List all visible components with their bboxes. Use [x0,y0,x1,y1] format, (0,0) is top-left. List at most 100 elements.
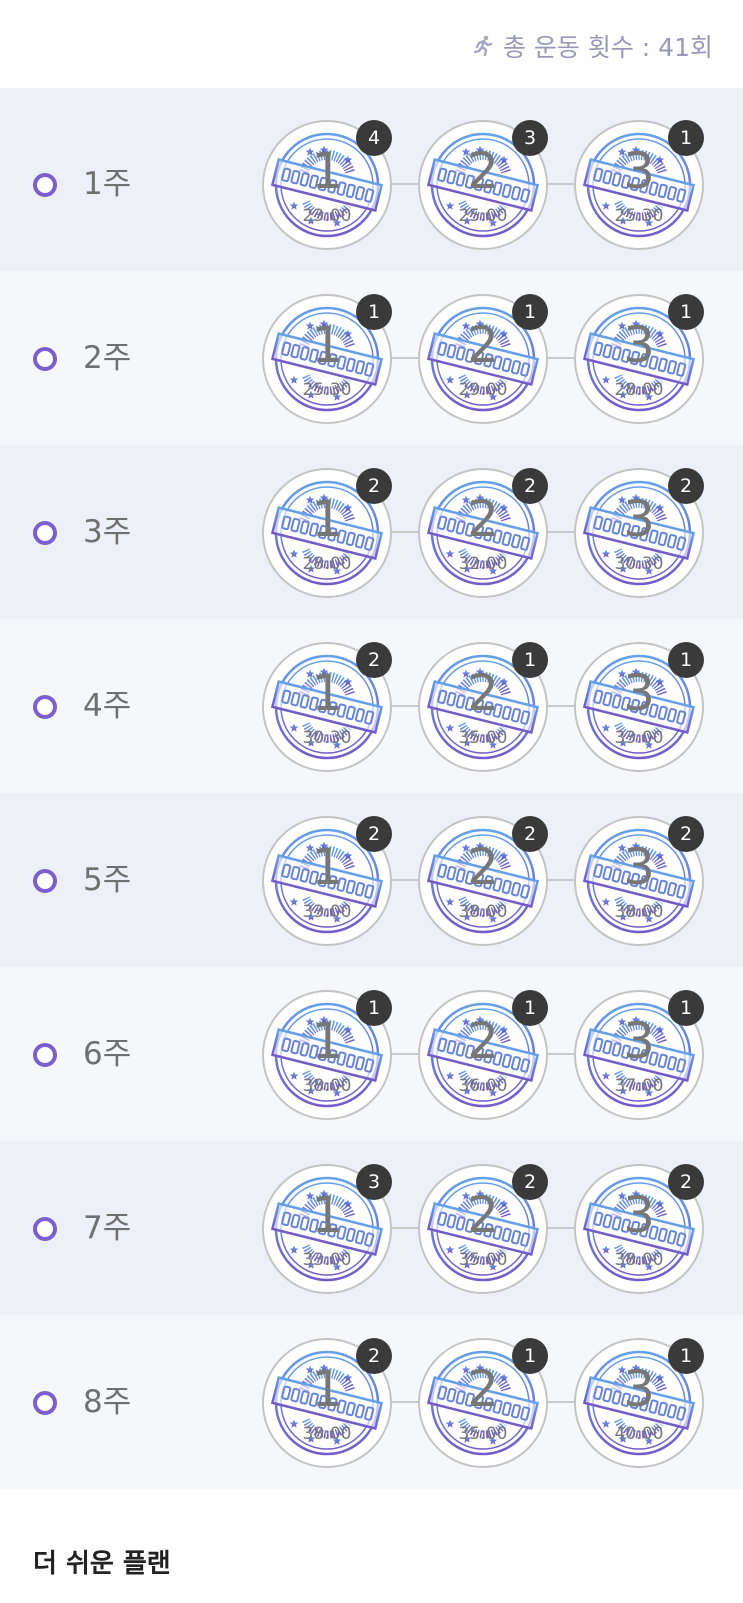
session-stamp-1[interactable]: 1 38:00 1 [262,990,392,1120]
session-time: 38:00 [302,1424,352,1444]
session-stamp-1[interactable]: 1 25:30 1 [262,294,392,424]
completion-stamp-icon [582,1350,696,1456]
session-stamps: 1 33:00 3 2 35:00 2 3 38:00 2 [262,1164,712,1294]
session-stamp-3[interactable]: 3 38:00 2 [574,816,704,946]
session-number: 2 [467,1186,499,1244]
session-time: 38:00 [302,1076,352,1096]
session-time: 25:00 [458,206,508,226]
count-badge: 2 [668,816,704,852]
week-row: 5주 1 33:00 2 2 38:00 2 3 38:00 2 [0,793,743,967]
session-stamp-1[interactable]: 1 23:00 4 [262,120,392,250]
session-stamp-2[interactable]: 2 36:00 1 [418,990,548,1120]
week-row: 6주 1 38:00 1 2 36:00 1 3 37:00 1 [0,967,743,1141]
completion-stamp-icon [270,480,384,586]
timeline-dot [33,347,57,371]
session-number: 2 [467,838,499,896]
session-stamp-3[interactable]: 3 37:00 1 [574,990,704,1120]
session-time: 23:00 [302,206,352,226]
session-stamp-2[interactable]: 2 35:00 2 [418,1164,548,1294]
timeline-dot [33,1391,57,1415]
connector-line [548,1053,580,1055]
total-workouts-label: 총 운동 횟수 : 41회 [502,33,713,62]
session-number: 3 [623,1360,655,1418]
session-stamp-1[interactable]: 1 33:00 3 [262,1164,392,1294]
completion-stamp-icon [270,306,384,412]
session-number: 2 [467,316,499,374]
connector-line [548,879,580,881]
session-stamp-3[interactable]: 3 30:30 2 [574,468,704,598]
session-stamp-2[interactable]: 2 29:00 1 [418,294,548,424]
completion-stamp-icon [426,828,540,934]
week-row: 4주 1 30:30 2 2 35:00 1 3 33:00 1 [0,619,743,793]
session-stamp-3[interactable]: 3 28:00 1 [574,294,704,424]
session-stamp-2[interactable]: 2 38:00 2 [418,816,548,946]
completion-stamp-icon [270,1176,384,1282]
session-stamps: 1 23:00 4 2 25:00 3 3 25:30 1 [262,120,712,250]
session-time: 30:30 [614,554,664,574]
week-label: 2주 [83,340,132,376]
session-stamp-3[interactable]: 3 38:00 2 [574,1164,704,1294]
session-stamp-1[interactable]: 1 28:00 2 [262,468,392,598]
session-number: 3 [623,1012,655,1070]
count-badge: 2 [356,468,392,504]
connector-line [392,1227,424,1229]
session-stamp-2[interactable]: 2 35:00 1 [418,642,548,772]
session-stamps: 1 33:00 2 2 38:00 2 3 38:00 2 [262,816,712,946]
week-label: 3주 [83,514,132,550]
completion-stamp-icon [426,132,540,238]
completion-stamp-icon [270,1350,384,1456]
session-number: 2 [467,664,499,722]
count-badge: 1 [668,990,704,1026]
count-badge: 2 [668,1164,704,1200]
week-label: 4주 [83,688,132,724]
week-label: 1주 [83,166,132,202]
connector-line [392,879,424,881]
session-stamps: 1 30:30 2 2 35:00 1 3 33:00 1 [262,642,712,772]
connector-line [548,183,580,185]
connector-line [548,1227,580,1229]
session-stamps: 1 38:00 2 2 35:00 1 3 40:00 1 [262,1338,712,1468]
session-number: 3 [623,838,655,896]
week-row: 1주 1 23:00 4 2 25:00 3 3 25:30 1 [0,97,743,271]
week-label: 6주 [83,1036,132,1072]
session-number: 2 [467,1360,499,1418]
connector-line [548,357,580,359]
session-number: 1 [311,142,343,200]
session-stamp-3[interactable]: 3 33:00 1 [574,642,704,772]
week-label: 7주 [83,1210,132,1246]
completion-stamp-icon [582,1002,696,1108]
session-stamp-3[interactable]: 3 25:30 1 [574,120,704,250]
session-stamp-3[interactable]: 3 40:00 1 [574,1338,704,1468]
session-stamp-1[interactable]: 1 30:30 2 [262,642,392,772]
completion-stamp-icon [270,654,384,760]
session-number: 1 [311,1012,343,1070]
count-badge: 1 [668,1338,704,1374]
session-time: 35:00 [458,728,508,748]
completion-stamp-icon [582,132,696,238]
session-time: 29:00 [458,380,508,400]
session-time: 25:30 [614,206,664,226]
connector-line [548,1401,580,1403]
completion-stamp-icon [582,654,696,760]
session-time: 35:00 [458,1250,508,1270]
count-badge: 3 [356,1164,392,1200]
session-number: 3 [623,1186,655,1244]
timeline-dot [33,521,57,545]
session-stamp-2[interactable]: 2 35:00 1 [418,1338,548,1468]
session-number: 1 [311,490,343,548]
week-row: 8주 1 38:00 2 2 35:00 1 3 40:00 1 [0,1315,743,1489]
session-stamp-2[interactable]: 2 32:00 2 [418,468,548,598]
session-number: 1 [311,1360,343,1418]
count-badge: 2 [356,1338,392,1374]
connector-line [548,705,580,707]
session-stamp-2[interactable]: 2 25:00 3 [418,120,548,250]
connector-line [392,531,424,533]
completion-stamp-icon [270,828,384,934]
session-stamp-1[interactable]: 1 33:00 2 [262,816,392,946]
completion-stamp-icon [426,1002,540,1108]
session-number: 2 [467,142,499,200]
completion-stamp-icon [426,1176,540,1282]
running-person-icon [473,35,493,57]
session-number: 2 [467,1012,499,1070]
session-stamp-1[interactable]: 1 38:00 2 [262,1338,392,1468]
